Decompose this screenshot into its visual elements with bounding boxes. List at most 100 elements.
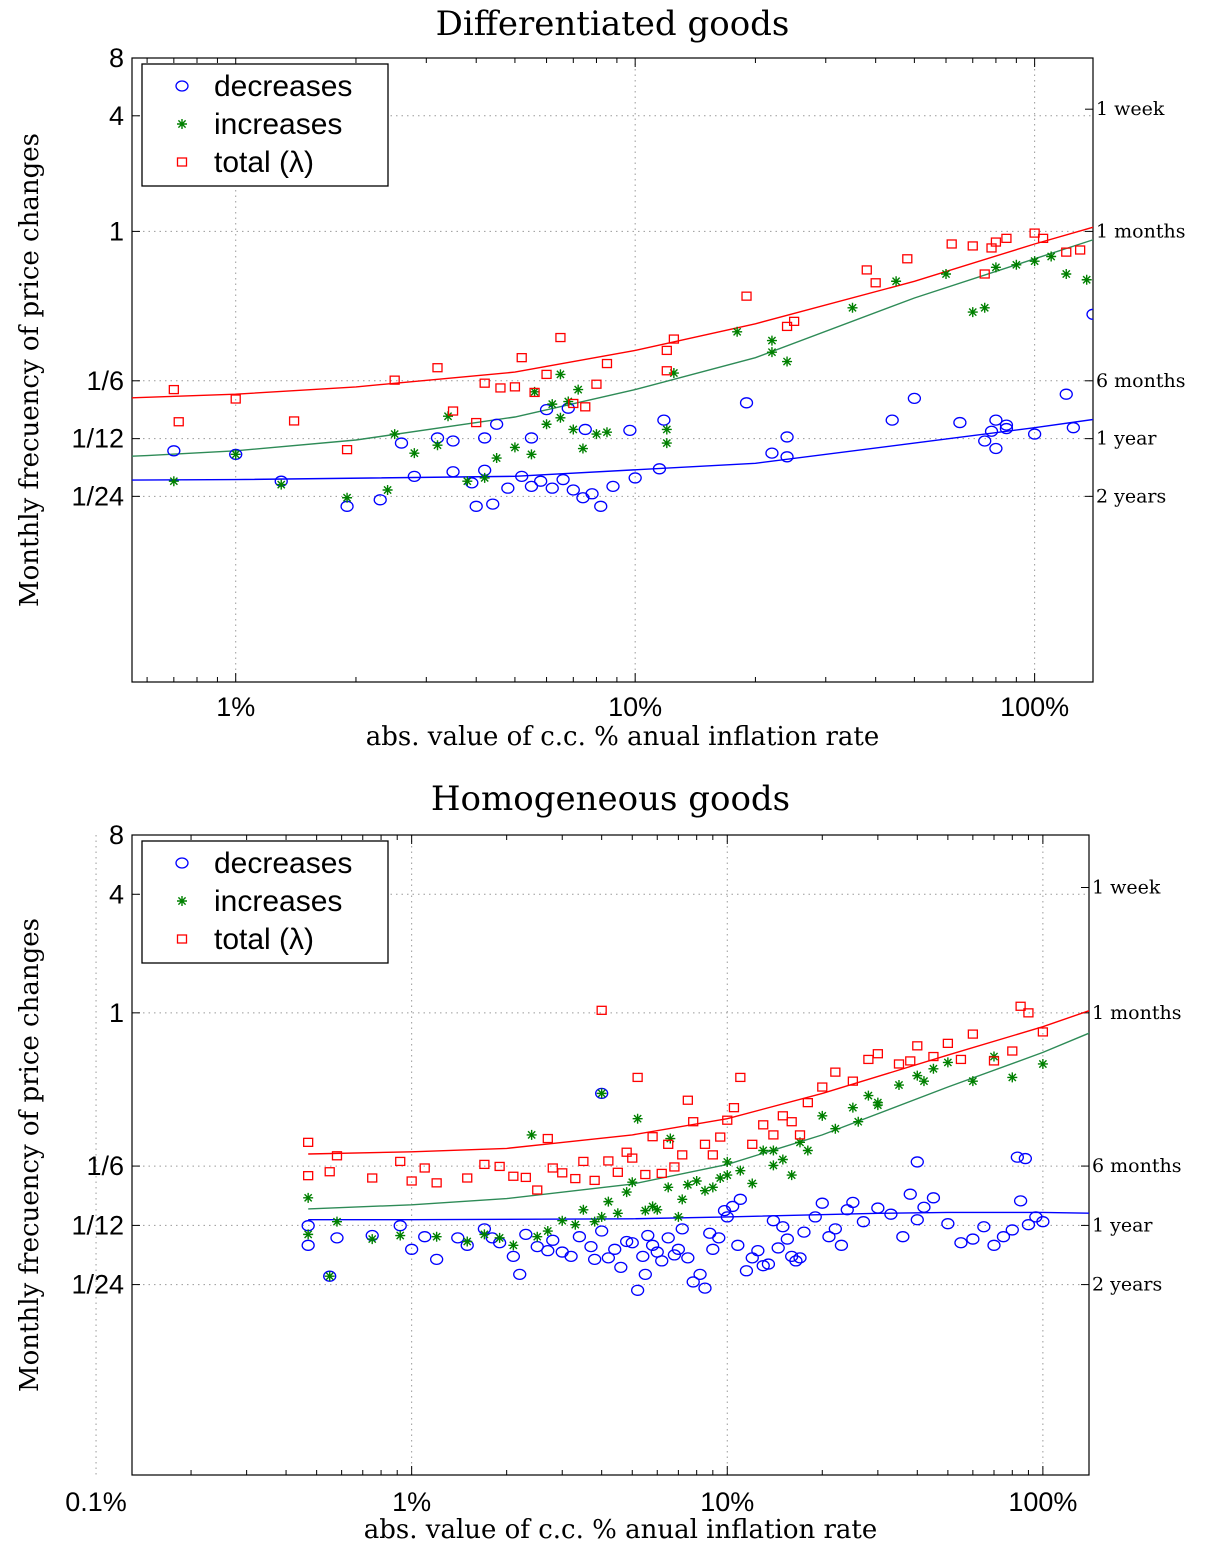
data-point [596, 1088, 607, 1099]
data-point [1007, 1072, 1018, 1083]
data-point [340, 500, 354, 512]
data-point [1061, 268, 1072, 279]
data-point [688, 1117, 699, 1127]
data-point [494, 1232, 505, 1243]
data-point [589, 1216, 600, 1227]
data-point [519, 1228, 533, 1241]
data-point [330, 1232, 344, 1244]
data-point [677, 1150, 688, 1160]
data-point [856, 1216, 871, 1228]
data-point [342, 492, 353, 503]
data-point [967, 1076, 978, 1087]
data-point [568, 398, 579, 409]
data-point [840, 1204, 854, 1216]
data-point [781, 321, 793, 332]
right-tick-label: 2 years [1092, 1274, 1162, 1296]
data-point [979, 269, 990, 279]
data-point [406, 1176, 417, 1186]
data-point [382, 484, 393, 495]
series-total [168, 228, 1086, 455]
data-point [1013, 1195, 1028, 1207]
data-point [870, 278, 881, 288]
data-point [745, 1252, 759, 1264]
data-point [830, 1067, 841, 1077]
data-point [853, 1116, 864, 1127]
data-point [545, 482, 559, 494]
data-point [572, 1231, 587, 1243]
data-point [928, 1051, 939, 1062]
data-point [686, 1276, 700, 1288]
data-point [902, 254, 913, 264]
data-point [1184, 1019, 1194, 1029]
data-point [907, 392, 922, 405]
data-point [632, 1072, 643, 1083]
data-point [534, 475, 548, 487]
data-point [656, 1168, 667, 1179]
data-point [478, 432, 492, 444]
data-point [303, 1137, 314, 1147]
data-point [555, 412, 566, 423]
x-tick-label: 10% [608, 692, 662, 722]
data-point [509, 382, 521, 392]
fit-line-increases [132, 239, 1093, 457]
data-point [885, 414, 899, 426]
data-point [715, 1173, 726, 1183]
data-point [893, 1080, 904, 1091]
data-point [661, 345, 672, 356]
data-point [720, 1211, 734, 1223]
data-point [861, 265, 872, 275]
data-point [539, 403, 554, 416]
data-point [1189, 1001, 1198, 1009]
data-point [469, 500, 483, 512]
data-point [984, 425, 999, 437]
data-point [546, 1234, 560, 1246]
data-point [446, 466, 460, 478]
data-point [682, 1095, 693, 1105]
data-point [698, 1282, 712, 1294]
data-point [1209, 1305, 1219, 1315]
fit-line-total [132, 226, 1093, 399]
data-point [706, 1243, 720, 1255]
data-point [577, 443, 588, 454]
data-point [1037, 1027, 1049, 1037]
data-point [1037, 233, 1049, 244]
data-point [793, 1252, 807, 1264]
data-point [541, 1245, 555, 1257]
data-point [632, 1113, 643, 1124]
data-point [601, 1252, 616, 1264]
y-tick-label: 1/24 [71, 481, 124, 511]
chart-panel-1: Differentiated goods0.01%0.1%1%10%100%10… [15, 4, 1185, 752]
legend-label: decreases [214, 847, 352, 880]
data-point [768, 1130, 779, 1140]
data-point [594, 500, 608, 512]
data-point [808, 1211, 822, 1223]
data-point [301, 1239, 315, 1251]
data-point [663, 1182, 674, 1193]
fit-line-decreases [132, 418, 1093, 481]
plot-frame [131, 834, 1090, 1476]
y-tick-label: 1/24 [71, 1270, 124, 1300]
data-point [1011, 259, 1022, 270]
data-point [555, 332, 566, 343]
data-point [601, 358, 613, 369]
data-point [707, 1150, 718, 1160]
data-point [768, 1160, 779, 1171]
data-point [903, 1188, 917, 1200]
data-point [526, 449, 537, 460]
data-point [802, 1097, 813, 1108]
data-point [389, 375, 400, 385]
data-point [707, 1182, 718, 1193]
data-point [566, 484, 580, 496]
data-point [988, 1056, 1000, 1066]
data-point [910, 1156, 924, 1168]
legend-label: total (λ) [214, 146, 314, 179]
data-point [407, 470, 421, 482]
data-point [1164, 969, 1173, 977]
right-tick-label: 2 years [1096, 485, 1166, 507]
data-point [429, 1253, 444, 1266]
data-point [580, 402, 591, 412]
data-point [669, 1162, 680, 1172]
chart-title: Differentiated goods [436, 4, 790, 44]
data-point [1029, 228, 1040, 238]
data-point [786, 1117, 797, 1127]
